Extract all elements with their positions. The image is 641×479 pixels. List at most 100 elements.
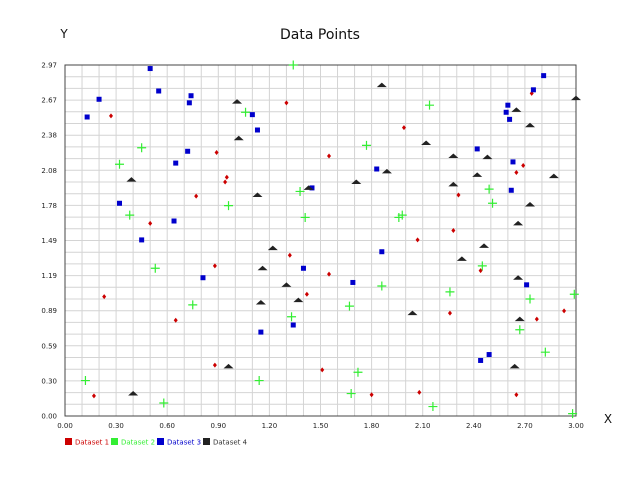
data-point-triangle xyxy=(351,179,362,184)
legend-swatch xyxy=(203,438,210,445)
data-point-diamond xyxy=(214,149,219,155)
x-tick-label: 1.50 xyxy=(313,422,329,430)
data-point-triangle xyxy=(479,243,490,248)
data-point-triangle xyxy=(293,297,304,303)
data-point-triangle xyxy=(126,177,137,182)
data-point-diamond xyxy=(173,317,178,323)
data-point-diamond xyxy=(417,389,422,395)
x-tick-label: 0.00 xyxy=(57,422,73,430)
y-tick-label: 1.49 xyxy=(41,237,57,245)
data-point-plus xyxy=(346,389,356,399)
series-4 xyxy=(126,82,581,396)
legend-swatch xyxy=(65,438,72,445)
x-tick-label: 2.40 xyxy=(466,422,482,430)
data-point-triangle xyxy=(421,140,432,145)
data-point-triangle xyxy=(525,122,536,128)
data-point-square xyxy=(350,279,356,285)
x-tick-label: 2.70 xyxy=(517,422,533,430)
data-point-triangle xyxy=(525,201,536,207)
x-tick-label: 2.10 xyxy=(415,422,431,430)
data-point-square xyxy=(188,93,194,99)
data-point-triangle xyxy=(448,181,459,187)
data-point-diamond xyxy=(212,263,217,269)
data-point-square xyxy=(505,102,511,108)
data-point-plus xyxy=(125,210,135,220)
data-point-square xyxy=(186,100,192,106)
data-point-triangle xyxy=(511,107,522,112)
data-point-triangle xyxy=(281,282,292,287)
data-point-diamond xyxy=(304,291,309,297)
grid xyxy=(65,65,576,416)
x-tick-label: 1.80 xyxy=(364,422,380,430)
x-axis-label: X xyxy=(604,412,612,426)
data-point-square xyxy=(524,282,530,288)
y-axis-label: Y xyxy=(59,27,68,41)
data-point-triangle xyxy=(571,95,581,101)
data-point-plus xyxy=(540,347,550,357)
tick-labels: 0.00 0.30 0.60 0.90 1.20 1.50 1.80 2.10 2.40 2.70… xyxy=(41,62,583,431)
data-point-square xyxy=(508,187,514,193)
data-point-triangle xyxy=(448,153,459,158)
data-points xyxy=(80,60,581,419)
data-point-diamond xyxy=(212,362,217,368)
data-point-square xyxy=(507,116,513,122)
data-point-triangle xyxy=(513,220,524,226)
legend-swatch xyxy=(111,438,118,445)
data-point-diamond xyxy=(102,294,107,300)
data-point-square xyxy=(96,96,102,102)
data-point-plus xyxy=(488,198,498,208)
legend-label: Dataset 3 xyxy=(167,439,201,447)
series-1 xyxy=(91,90,567,399)
data-point-triangle xyxy=(257,265,268,271)
data-point-diamond xyxy=(534,316,539,322)
data-point-plus xyxy=(137,143,147,153)
data-point-square xyxy=(300,265,306,271)
data-point-triangle xyxy=(232,99,243,104)
data-point-square xyxy=(309,185,315,191)
data-point-triangle xyxy=(252,192,263,197)
data-point-square xyxy=(503,109,509,115)
legend-label: Dataset 4 xyxy=(213,439,248,447)
data-point-plus xyxy=(361,140,371,150)
x-tick-label: 0.90 xyxy=(211,422,227,430)
series-2 xyxy=(80,60,579,419)
data-point-diamond xyxy=(287,252,292,258)
data-point-triangle xyxy=(509,363,520,369)
data-point-square xyxy=(379,249,385,255)
data-point-square xyxy=(84,114,90,120)
data-point-triangle xyxy=(128,391,139,396)
data-point-square xyxy=(171,218,177,224)
data-point-square xyxy=(258,329,264,335)
data-point-diamond xyxy=(369,392,374,398)
x-tick-label: 1.20 xyxy=(262,422,278,430)
y-tick-label: 2.08 xyxy=(41,167,57,175)
data-point-triangle xyxy=(456,256,467,261)
data-point-square xyxy=(117,200,123,206)
data-point-triangle xyxy=(376,82,387,88)
data-point-square xyxy=(510,159,516,165)
x-tick-label: 3.00 xyxy=(568,422,584,430)
legend-label: Dataset 2 xyxy=(121,439,155,447)
data-point-plus xyxy=(241,107,251,117)
data-point-triangle xyxy=(482,154,493,160)
data-point-diamond xyxy=(194,193,199,199)
data-point-triangle xyxy=(407,310,418,316)
chart-title: Data Points xyxy=(280,27,360,43)
data-point-triangle xyxy=(472,172,483,177)
data-point-plus xyxy=(353,367,363,377)
data-point-diamond xyxy=(451,227,456,233)
data-point-diamond xyxy=(521,162,526,168)
data-point-plus xyxy=(295,186,305,196)
data-point-plus xyxy=(428,402,438,412)
data-point-plus xyxy=(159,398,169,408)
data-point-diamond xyxy=(108,113,113,119)
data-point-square xyxy=(530,87,536,93)
data-point-square xyxy=(486,352,492,358)
data-point-diamond xyxy=(327,271,332,277)
y-tick-label: 1.19 xyxy=(41,272,57,280)
data-point-plus xyxy=(288,60,298,70)
plot-area-border xyxy=(64,64,577,417)
data-point-square xyxy=(541,73,547,79)
data-point-plus xyxy=(568,409,578,419)
